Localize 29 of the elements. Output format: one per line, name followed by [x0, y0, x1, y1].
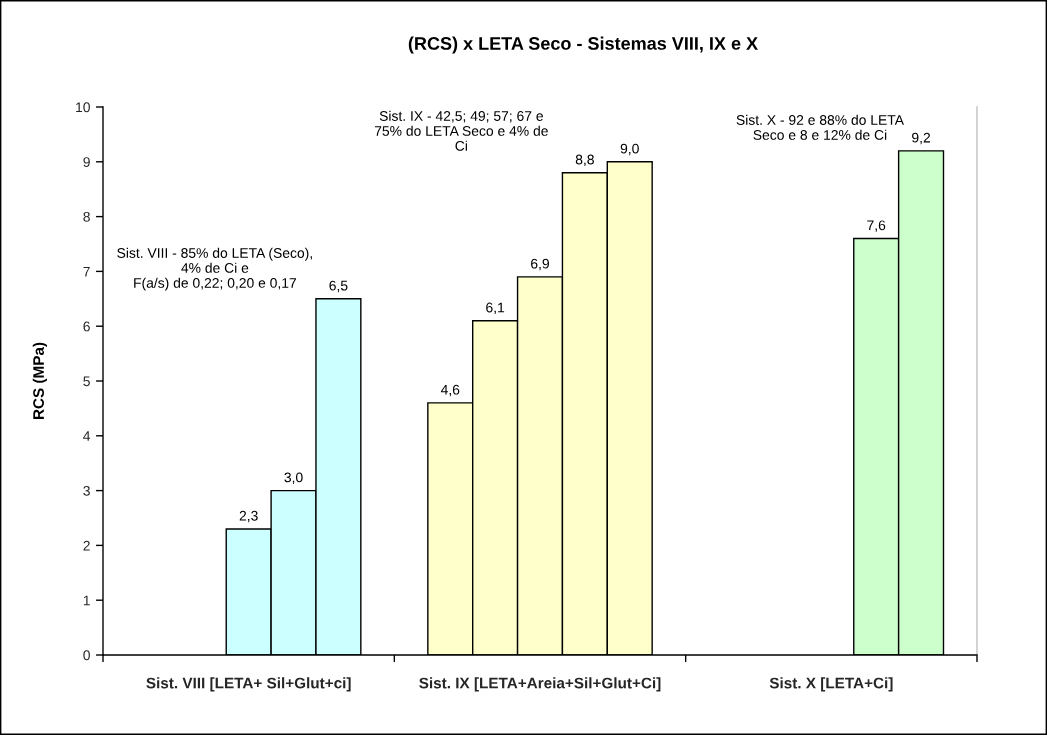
- data-label: 7,6: [867, 220, 886, 232]
- data-label: 4,6: [440, 384, 460, 397]
- y-tick-label: 9: [83, 157, 90, 167]
- y-tick-label: 1: [83, 595, 90, 606]
- y-tick-label: 0: [83, 650, 90, 661]
- annotation: Sist. X - 92 e 88% do LETA Seco e 8 e 12% de Ci: [736, 114, 904, 140]
- chart-title: (RCS) x LETA Seco - Sistemas VIII, IX e X: [408, 36, 758, 54]
- y-tick-label: 7: [83, 266, 90, 277]
- data-label: 2,3: [239, 510, 258, 523]
- data-label: 8,8: [575, 154, 594, 167]
- x-tick-label: Sist. IX [LETA+Areia+Sil+Glut+Ci]: [419, 677, 661, 692]
- data-label: 6,5: [329, 280, 348, 293]
- y-tick-label: 10: [76, 102, 90, 113]
- y-tick-label: 3: [83, 485, 90, 496]
- y-axis-title: RCS (MPa): [32, 342, 47, 420]
- data-label: 6,1: [486, 302, 505, 315]
- y-tick-label: 4: [83, 431, 91, 441]
- annotation: Sist. VIII - 85% do LETA (Seco), 4% de Ci e F(a/s) de 0,22; 0,20 e 0,17: [117, 247, 312, 291]
- data-label: 9,0: [620, 143, 639, 156]
- annotation: Sist. IX - 42,5; 49; 57; 67 e 75% do LETA Seco e 4% de Ci: [374, 110, 548, 151]
- data-label: 3,0: [284, 472, 303, 484]
- y-tick-label: 2: [83, 540, 90, 551]
- data-label: 9,2: [912, 132, 931, 145]
- data-label: 6,9: [531, 258, 549, 271]
- y-tick-label: 8: [83, 211, 90, 222]
- x-tick-label: Sist. X [LETA+Ci]: [769, 677, 893, 692]
- y-tick-label: 5: [83, 376, 90, 387]
- x-tick-label: Sist. VIII [LETA+ Sil+Glut+ci]: [146, 677, 351, 692]
- y-tick-label: 6: [83, 321, 90, 332]
